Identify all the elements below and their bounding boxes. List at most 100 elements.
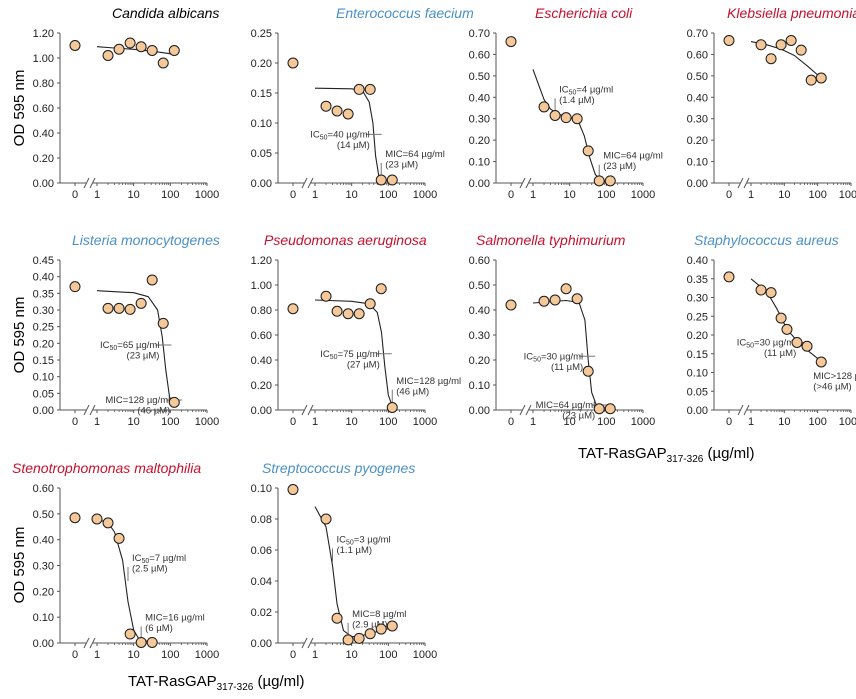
y-tick-label: 0.60	[469, 255, 490, 267]
annotation-text: (46 µM)	[396, 386, 429, 397]
y-tick-label: 0.20	[469, 135, 490, 147]
y-tick-label: 0.60	[33, 103, 54, 115]
data-point	[375, 623, 387, 635]
x-tick-label: 100	[597, 189, 615, 201]
data-point	[795, 44, 807, 56]
x-tick-label: 100	[597, 416, 615, 428]
data-point	[364, 628, 376, 640]
y-tick-label: 0.04	[251, 576, 272, 588]
axis-break	[737, 177, 744, 189]
y-tick-label: 0.35	[687, 274, 708, 286]
x-tick-label: 10	[778, 189, 790, 201]
y-tick-label: 0.60	[687, 49, 708, 61]
x-tick-label: 100	[808, 416, 826, 428]
y-tick-label: 0.50	[469, 280, 490, 292]
data-point	[375, 283, 387, 295]
x-tick-label: 10	[128, 649, 140, 661]
y-tick-label: 0.00	[687, 178, 708, 190]
data-point	[124, 37, 136, 49]
x-tick-label: 10	[564, 416, 576, 428]
data-point	[549, 294, 561, 306]
data-point	[582, 365, 594, 377]
x-tick-label: 10	[346, 416, 358, 428]
annotation-text: IC50=65 µg/ml	[100, 340, 159, 352]
x-tick-label: 1	[312, 416, 318, 428]
y-tick-label: 0.00	[33, 405, 54, 417]
x-tick-label: 100	[161, 649, 179, 661]
y-tick-label: 0.10	[33, 372, 54, 384]
data-point	[723, 35, 735, 46]
y-tick-label: 0.40	[251, 355, 272, 367]
data-point	[113, 532, 125, 544]
annotation-text: MIC=64 µg/ml	[603, 151, 663, 162]
axis-break	[83, 177, 90, 189]
panel-title: Escherichia coli	[535, 5, 633, 21]
axis-break	[525, 177, 532, 189]
annotation-text: (1.1 µM)	[336, 545, 372, 556]
data-point	[549, 110, 561, 121]
data-point	[353, 632, 365, 644]
x-tick-label: 10	[346, 649, 358, 661]
chart-panel: 0.00 0.10 0.20 0.30 0.40 0.50 0.60 0.70 0 1 10 100 1…	[469, 5, 663, 201]
data-point	[135, 297, 147, 309]
x-tick-label: 1	[748, 189, 754, 201]
data-point	[168, 396, 180, 408]
y-tick-label: 0.10	[469, 157, 490, 169]
data-point	[560, 283, 572, 295]
data-point	[113, 43, 125, 55]
x-tick-label: 1	[530, 416, 536, 428]
y-tick-label: 0.20	[469, 355, 490, 367]
y-tick-label: 0.40	[469, 305, 490, 317]
x-tick-label: 100	[379, 189, 397, 201]
x-axis-label-right: TAT-RasGAP317-326 (µg/ml)	[578, 445, 754, 465]
x-tick-label: 0	[290, 649, 296, 661]
x-tick-label: 0	[72, 649, 78, 661]
axis-break	[519, 177, 526, 189]
y-tick-label: 0.00	[687, 405, 708, 417]
y-tick-label: 0.10	[251, 118, 272, 130]
y-tick-label: 0.30	[469, 114, 490, 126]
annotation-text: MIC>128 µg/ml	[813, 371, 856, 382]
annotation-text: MIC=128 µg/ml	[396, 376, 461, 387]
data-point	[342, 308, 354, 320]
data-point	[571, 113, 583, 125]
panel-title: Salmonella typhimurium	[476, 232, 626, 248]
y-tick-label: 0.20	[687, 135, 708, 147]
x-tick-label: 100	[808, 189, 826, 201]
data-point	[102, 302, 114, 314]
x-tick-label: 0	[290, 416, 296, 428]
y-tick-label: 0.25	[687, 311, 708, 323]
panel-title: Listeria monocytogenes	[72, 232, 220, 248]
data-point	[353, 83, 365, 95]
x-tick-label: 100	[161, 189, 179, 201]
data-point	[723, 271, 735, 283]
x-tick-label: 1	[530, 189, 536, 201]
annotation-text: (23 µM)	[127, 351, 160, 362]
panel-title: Stenotrophomonas maltophilia	[12, 460, 201, 476]
annotation-text: IC50=30 µg/ml	[524, 351, 583, 363]
data-point	[342, 108, 354, 120]
y-tick-label: 0.50	[687, 71, 708, 83]
x-tick-label: 1000	[413, 649, 437, 661]
y-tick-label: 0.40	[687, 92, 708, 104]
panel-title: Enterococcus faecium	[336, 5, 474, 21]
data-point	[775, 312, 787, 324]
annotation-text: IC50=4 µg/ml	[559, 84, 613, 96]
data-point	[815, 72, 827, 84]
axis-break	[83, 404, 90, 416]
y-tick-label: 1.20	[251, 255, 272, 267]
data-point	[775, 39, 787, 51]
panel-title: Staphylococcus aureus	[694, 232, 839, 248]
annotation-text: IC50=7 µg/ml	[132, 553, 186, 565]
x-tick-label: 0	[72, 189, 78, 201]
y-tick-label: 0.70	[687, 28, 708, 40]
y-tick-label: 0.50	[469, 71, 490, 83]
x-tick-label: 0	[726, 189, 732, 201]
y-tick-label: 0.60	[469, 49, 490, 61]
annotation-text: (2.9 µM)	[352, 619, 388, 630]
x-tick-label: 1000	[631, 189, 655, 201]
x-tick-label: 1	[94, 189, 100, 201]
fit-curve	[532, 299, 611, 410]
data-point	[287, 303, 299, 315]
